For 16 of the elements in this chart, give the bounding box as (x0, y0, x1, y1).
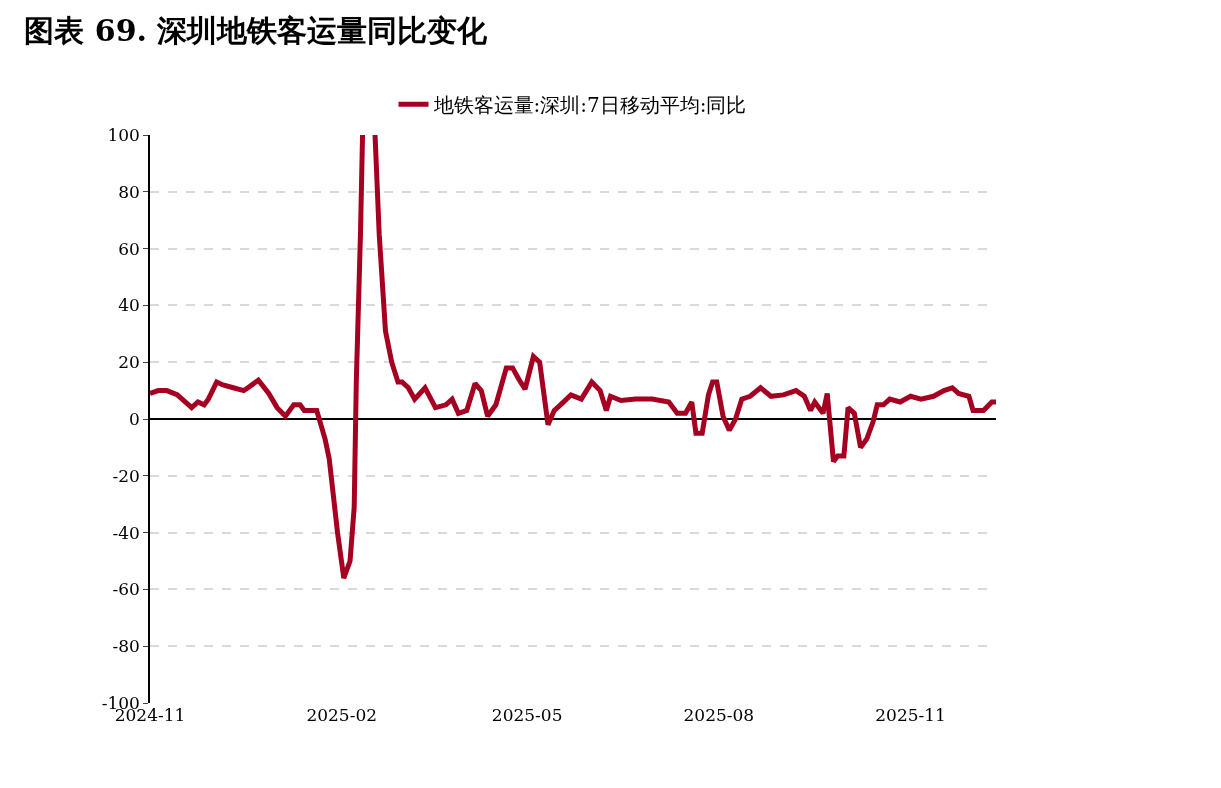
y-tick-label: 80 (118, 181, 140, 202)
chart-title: 图表 69. 深圳地铁客运量同比变化 (24, 12, 489, 48)
y-tick-label: -80 (112, 636, 140, 657)
x-tick-label: 2025-05 (491, 705, 563, 725)
y-tick-label: 40 (118, 295, 140, 316)
x-tick-label: 2025-02 (306, 705, 378, 725)
y-tick-label: 20 (118, 352, 140, 373)
x-tick-label: 2025-08 (683, 705, 755, 725)
y-tick-label: 0 (129, 408, 140, 429)
y-tick-label: 60 (118, 238, 140, 259)
y-tick-label: -20 (112, 465, 140, 486)
y-tick-label: -60 (112, 579, 140, 600)
y-tick-label: -40 (112, 522, 140, 543)
y-tick-label: 100 (107, 124, 140, 145)
x-tick-label: 2025-11 (875, 705, 946, 725)
legend-label: 地铁客运量:深圳:7日移动平均:同比 (432, 92, 747, 117)
